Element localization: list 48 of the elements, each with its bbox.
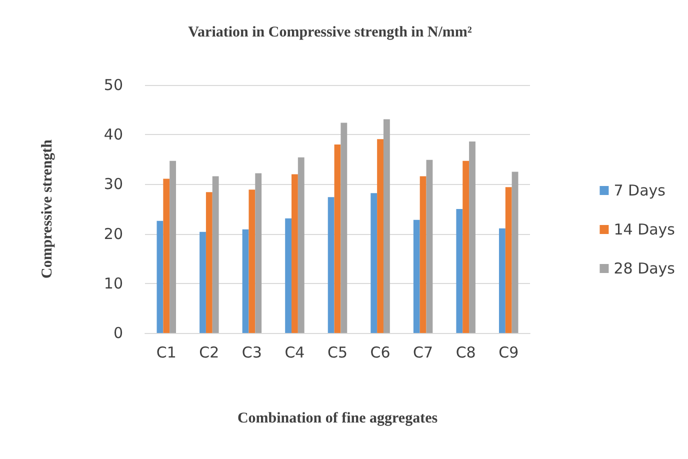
y-tick-label: 0: [113, 324, 123, 342]
bar: [370, 193, 378, 333]
bar: [163, 178, 170, 333]
bar: [462, 160, 470, 333]
y-tick-label: 50: [104, 76, 123, 94]
bar: [170, 160, 176, 333]
bar: [328, 197, 334, 333]
x-tick-label: C2: [199, 344, 220, 362]
x-tick-label: C7: [413, 344, 434, 362]
bar: [200, 232, 206, 333]
chart-title: Variation in Compressive strength in N/mm²: [188, 24, 472, 40]
bar: [456, 209, 463, 333]
x-tick-label: C8: [456, 344, 476, 362]
bar: [469, 142, 476, 333]
y-tick-label: 30: [104, 175, 123, 194]
bar: [248, 190, 256, 333]
bar: [505, 187, 512, 333]
bar: [206, 192, 212, 333]
x-tick-label: C6: [370, 344, 390, 362]
x-tick-label: C1: [156, 344, 176, 362]
y-axis-title: Compressive strength: [40, 138, 56, 279]
bar: [420, 176, 426, 333]
y-tick-label: 10: [104, 274, 123, 292]
bar: [242, 229, 249, 333]
x-axis-title: Combination of fine aggregates: [237, 410, 438, 426]
bar: [334, 144, 341, 333]
bar: [426, 160, 433, 333]
y-tick-label: 40: [104, 126, 123, 144]
bar: [298, 157, 304, 333]
bar: [383, 119, 390, 333]
bar: [512, 172, 518, 333]
bar: [413, 220, 420, 333]
x-tick-label: C9: [498, 344, 519, 362]
bar: [156, 220, 164, 333]
x-tick-label: C3: [242, 344, 262, 362]
bar: [212, 176, 219, 333]
bar: [292, 174, 298, 333]
x-tick-label: C5: [327, 344, 348, 362]
x-tick-label: C4: [284, 344, 305, 362]
bar: [377, 139, 384, 333]
bar: [255, 173, 262, 333]
y-tick-label: 20: [104, 224, 123, 243]
bar: [285, 218, 292, 333]
bar: [340, 122, 348, 333]
legend-label: 28 Days: [614, 260, 676, 278]
bar: [498, 228, 506, 333]
legend-label: 14 Days: [614, 220, 676, 238]
legend-label: 7 Days: [614, 182, 666, 200]
